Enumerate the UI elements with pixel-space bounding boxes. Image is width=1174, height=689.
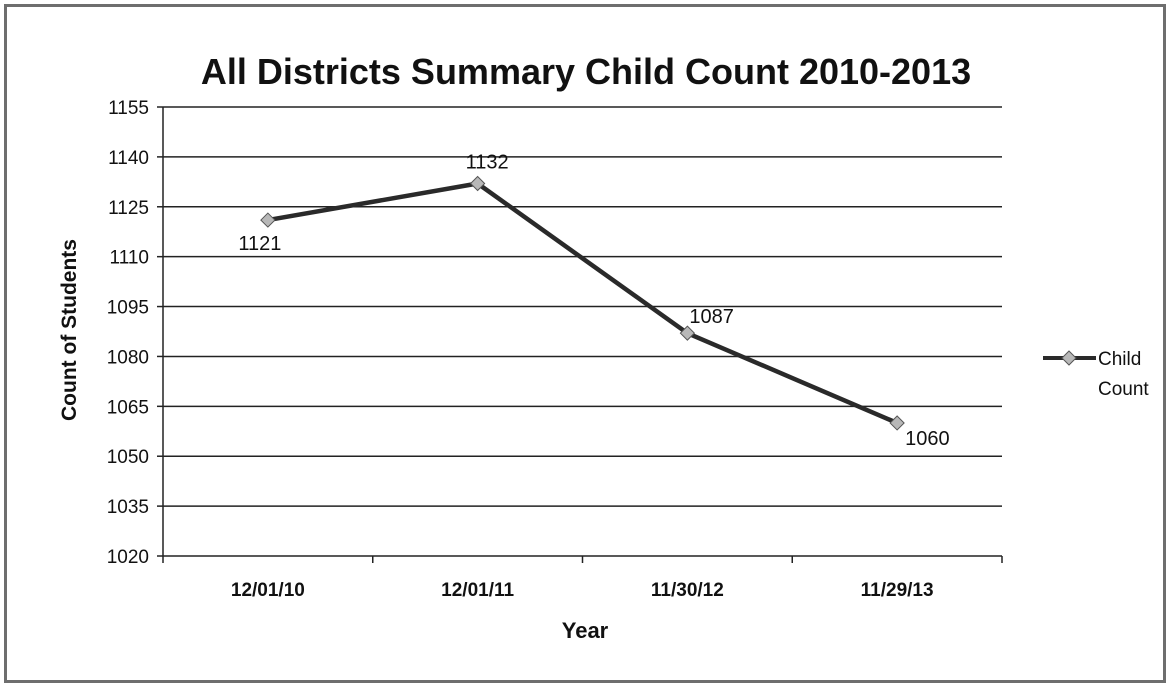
y-tick-label: 1020 — [107, 547, 149, 568]
data-point-marker — [679, 325, 696, 341]
x-tick-labels: 12/01/10 12/01/11 11/30/12 11/29/13 — [231, 580, 934, 601]
y-tick-label: 1065 — [107, 397, 149, 418]
x-tick-label: 12/01/11 — [441, 580, 514, 601]
x-tick-label: 11/29/13 — [861, 580, 934, 601]
series-line — [267, 181, 899, 426]
series-child-count — [260, 175, 905, 431]
y-tick-labels: 1020 1035 1050 1065 1080 1095 1110 1125 1140 1155 — [107, 98, 149, 568]
chart-title: All Districts Summary Child Count 2010-2… — [201, 51, 971, 92]
legend: Child Count — [1043, 349, 1149, 400]
axes — [157, 106, 1003, 563]
x-tick-label: 11/30/12 — [651, 580, 724, 601]
y-axis-label: Count of Students — [58, 239, 81, 421]
data-label: 1087 — [689, 306, 734, 328]
y-tick-label: 1155 — [108, 98, 149, 119]
gridlines — [163, 106, 1002, 507]
data-label: 1121 — [238, 233, 281, 255]
legend-marker-icon — [1061, 350, 1077, 366]
data-label: 1132 — [466, 151, 509, 173]
data-labels: 1121 1132 1087 1060 — [238, 151, 949, 449]
x-axis-label: Year — [562, 618, 609, 643]
chart-frame — [4, 4, 1166, 683]
data-point-marker — [889, 415, 905, 431]
data-point-marker — [469, 175, 486, 192]
y-tick-label: 1110 — [110, 248, 149, 269]
legend-label-line: Count — [1098, 379, 1149, 400]
legend-label-line: Child — [1098, 349, 1141, 370]
legend-label: Child Count — [1098, 349, 1149, 400]
x-tick-label: 12/01/10 — [231, 580, 305, 601]
y-tick-label: 1140 — [108, 148, 149, 169]
y-tick-label: 1035 — [107, 497, 149, 518]
y-tick-label: 1050 — [107, 447, 149, 468]
data-point-marker — [260, 212, 276, 228]
data-label: 1060 — [905, 428, 950, 450]
y-tick-label: 1125 — [108, 198, 149, 219]
y-tick-label: 1095 — [107, 298, 149, 319]
y-tick-label: 1080 — [107, 347, 149, 368]
